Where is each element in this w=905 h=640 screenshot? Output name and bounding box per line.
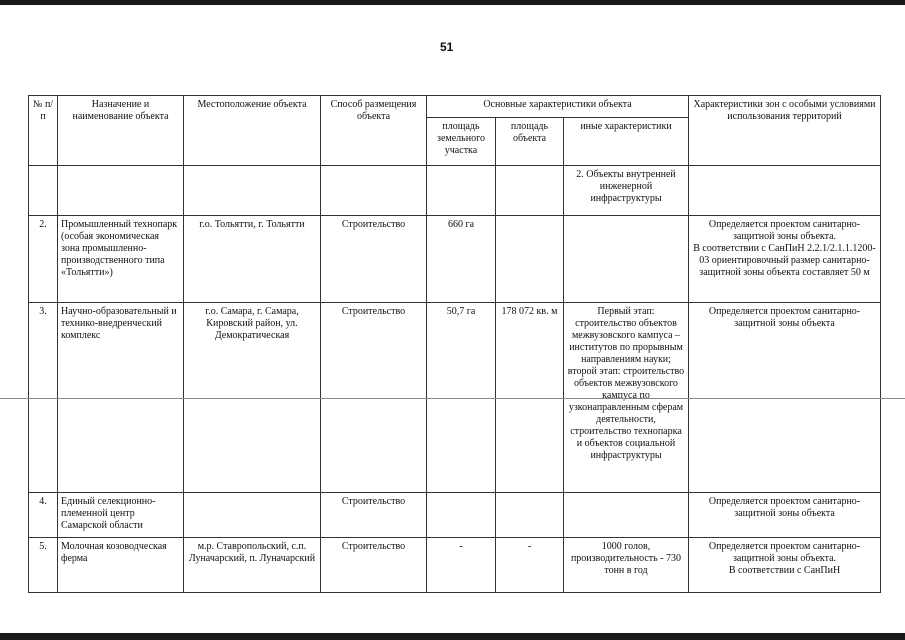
header-object-area: площадь объекта [495,117,564,166]
table-row: 4. Единый селекционно-племенной центр Сам… [28,492,881,538]
cell-location: м.р. Ставропольский, с.п. Луначарский, п… [183,537,321,593]
cell-location [183,492,321,538]
cell-land-area [426,165,496,216]
header-main-characteristics: Основные характеристики объекта [426,95,689,118]
header-zones: Характеристики зон с особыми условиями и… [688,95,881,166]
cell-name [57,165,184,216]
cell-method: Строительство [320,492,427,538]
cell-zones: Определяется проектом санитарно-защитной… [688,215,881,303]
header-name: Назначение и наименование объекта [57,95,184,166]
table-row: 5. Молочная козоводческая ферма м.р. Ставр… [28,537,881,593]
cell-num: 4. [28,492,58,538]
cell-other: 2. Объекты внутренней инженерной инфраст… [563,165,689,216]
cell-zones: Определяется проектом санитарно-защитной… [688,537,881,593]
objects-table: № п/п Назначение и наименование объекта … [28,95,881,593]
scan-line-artifact [0,398,905,399]
header-num: № п/п [28,95,58,166]
cell-zones [688,165,881,216]
cell-num [28,165,58,216]
cell-location: г.о. Тольятти, г. Тольятти [183,215,321,303]
cell-location [183,165,321,216]
header-location: Местоположение объекта [183,95,321,166]
cell-object-area [495,165,564,216]
cell-method: Строительство [320,537,427,593]
cell-land-area [426,492,496,538]
cell-zones: Определяется проектом санитарно-защитной… [688,302,881,493]
scan-border-bottom [0,633,905,640]
table-row: 2. Промышленный технопарк (особая экономи… [28,215,881,303]
cell-method [320,165,427,216]
cell-land-area: 660 га [426,215,496,303]
header-other-characteristics: иные характеристики [563,117,689,166]
cell-name: Единый селекционно-племенной центр Самар… [57,492,184,538]
table-row: 2. Объекты внутренней инженерной инфраст… [28,165,881,216]
cell-land-area: - [426,537,496,593]
cell-object-area: - [495,537,564,593]
page-number: 51 [440,40,454,54]
cell-other: 1000 голов, производительность - 730 тон… [563,537,689,593]
cell-other: Первый этап: строительство объектов межв… [563,302,689,493]
cell-object-area [495,492,564,538]
cell-other [563,215,689,303]
cell-num: 3. [28,302,58,493]
cell-method: Строительство [320,302,427,493]
cell-object-area: 178 072 кв. м [495,302,564,493]
cell-method: Строительство [320,215,427,303]
cell-zones: Определяется проектом санитарно-защитной… [688,492,881,538]
cell-name: Промышленный технопарк (особая экономиче… [57,215,184,303]
cell-other [563,492,689,538]
header-land-area: площадь земельного участка [426,117,496,166]
scan-border-top [0,0,905,5]
header-method: Способ размещения объекта [320,95,427,166]
cell-name: Молочная козоводческая ферма [57,537,184,593]
cell-num: 2. [28,215,58,303]
cell-num: 5. [28,537,58,593]
cell-object-area [495,215,564,303]
